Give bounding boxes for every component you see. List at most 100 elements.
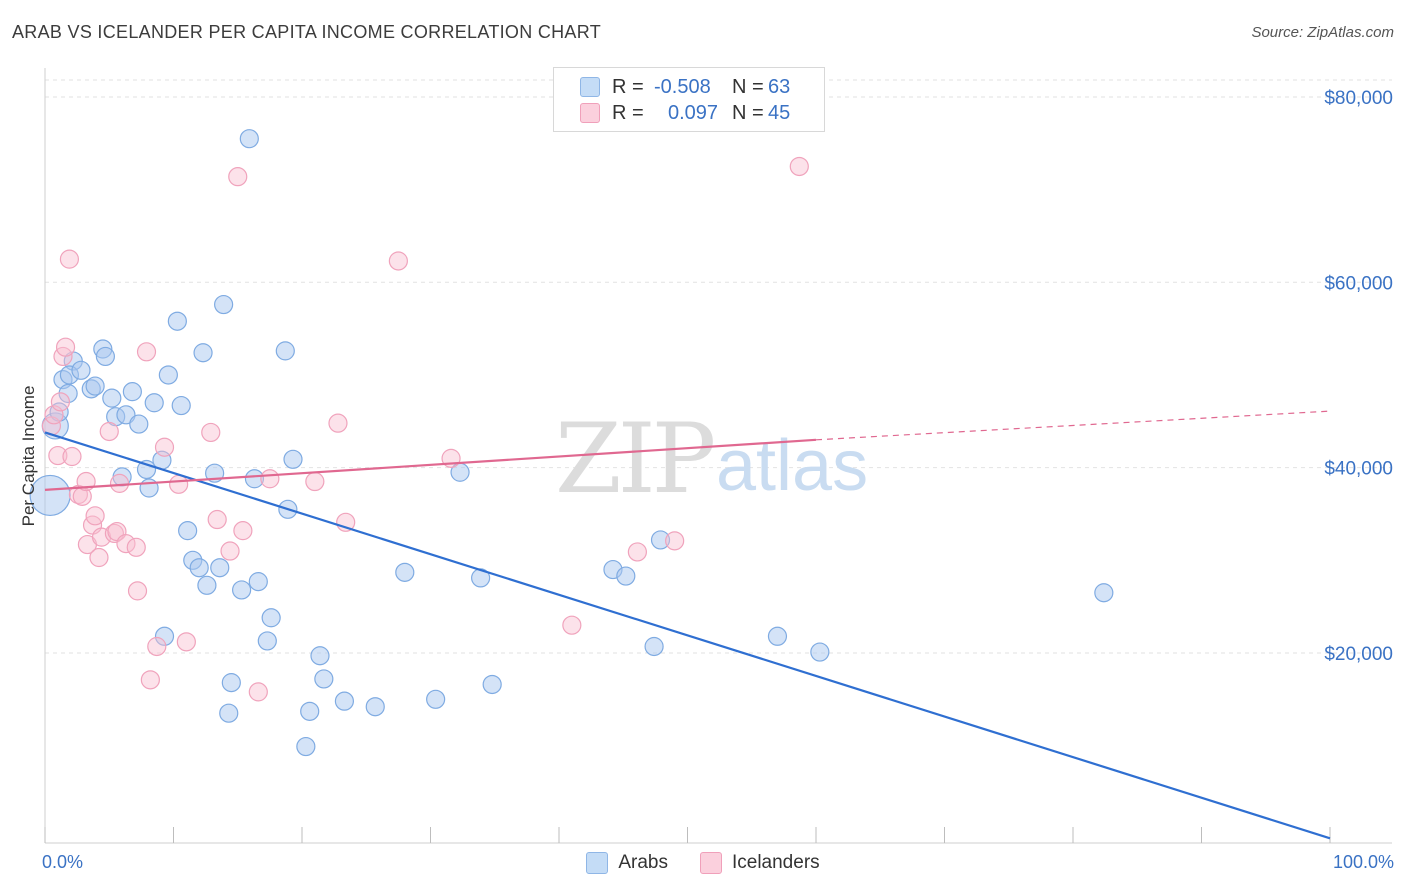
legend-label-arabs: Arabs: [618, 852, 668, 873]
point-arabs: [334, 691, 355, 711]
point-arabs: [365, 697, 385, 717]
correlation-legend: R = -0.508 N = 63 R = 0.097 N = 45: [553, 67, 825, 132]
point-arabs: [314, 669, 334, 689]
point-icelanders: [85, 506, 105, 526]
point-arabs: [310, 646, 330, 666]
point-icelanders: [665, 531, 685, 551]
point-arabs: [178, 521, 198, 541]
y-tick-label: $20,000: [1324, 644, 1393, 665]
point-arabs: [616, 566, 636, 586]
point-icelanders: [136, 342, 157, 362]
legend-item-arabs: Arabs: [586, 852, 668, 874]
trend-lines: [44, 410, 1331, 840]
legend-item-icelanders: Icelanders: [699, 852, 820, 874]
point-arabs: [95, 346, 115, 367]
point-arabs: [244, 469, 265, 489]
point-arabs: [29, 474, 71, 517]
point-arabs: [102, 388, 122, 408]
point-arabs: [810, 642, 830, 662]
point-arabs: [71, 360, 91, 380]
legend-r-label: R =: [612, 75, 644, 98]
series-legend: Arabs Icelanders: [0, 852, 1406, 874]
point-icelanders: [50, 392, 71, 412]
point-icelanders: [207, 509, 227, 530]
point-arabs: [395, 562, 415, 582]
legend-row-icelanders: R = 0.097 N = 45: [580, 101, 790, 125]
legend-swatch-icelanders: [580, 103, 600, 123]
source-label: Source: ZipAtlas.com: [1251, 24, 1394, 41]
point-arabs: [257, 631, 277, 651]
point-arabs: [85, 376, 105, 396]
point-icelanders: [176, 632, 196, 652]
point-icelanders: [127, 581, 148, 601]
point-icelanders: [116, 534, 136, 554]
legend-swatch-icelanders: [699, 852, 722, 874]
point-icelanders: [228, 167, 248, 187]
point-arabs: [283, 449, 303, 469]
point-icelanders: [201, 422, 221, 443]
x-tick-label-max: 100.0%: [1332, 852, 1394, 872]
legend-swatch-arabs: [586, 852, 609, 874]
point-icelanders: [233, 521, 253, 541]
point-icelanders: [55, 337, 76, 357]
point-icelanders: [59, 249, 80, 269]
point-arabs: [296, 736, 316, 757]
point-icelanders: [220, 541, 240, 561]
point-icelanders: [140, 670, 160, 690]
legend-n-label: N =: [732, 101, 764, 124]
legend-swatch-arabs: [580, 77, 600, 97]
y-tick-label: $80,000: [1324, 88, 1393, 109]
point-arabs: [767, 626, 788, 646]
legend-label-icelanders: Icelanders: [731, 852, 820, 873]
point-arabs: [129, 414, 149, 434]
point-icelanders: [154, 437, 175, 457]
x-tick-label-min: 0.0%: [42, 852, 84, 872]
point-icelanders: [48, 445, 68, 466]
watermark-atlas: atlas: [716, 426, 868, 506]
point-arabs: [214, 294, 234, 315]
point-arabs: [219, 703, 239, 723]
y-tick-label: $60,000: [1324, 273, 1393, 294]
legend-n-value: 63: [768, 75, 791, 98]
legend-n-value: 45: [768, 101, 791, 124]
series-arabs: [29, 129, 1114, 757]
point-arabs: [232, 580, 252, 600]
point-arabs: [650, 530, 671, 550]
point-icelanders: [627, 542, 647, 562]
y-tick-labels: $20,000 $40,000 $60,000 $80,000: [1324, 88, 1393, 665]
watermark: ZIP atlas: [555, 403, 868, 515]
point-arabs: [158, 365, 178, 385]
point-icelanders: [62, 446, 82, 467]
point-icelanders: [147, 636, 167, 657]
point-icelanders: [388, 251, 408, 271]
watermark-zip: ZIP: [555, 403, 714, 515]
point-arabs: [189, 558, 209, 578]
point-arabs: [482, 674, 502, 695]
point-arabs: [275, 341, 295, 361]
point-arabs: [154, 626, 175, 646]
point-arabs: [193, 343, 213, 363]
legend-r-value: -0.508: [654, 75, 711, 98]
point-arabs: [300, 701, 320, 721]
y-axis-label: Per Capita Income: [19, 386, 38, 527]
y-tick-label: $40,000: [1324, 459, 1393, 480]
point-arabs: [1094, 583, 1114, 603]
trend-line-arabs: [44, 431, 1331, 840]
trend-line-icelanders-extension: [815, 410, 1331, 441]
point-icelanders: [109, 473, 130, 493]
point-arabs: [426, 689, 446, 709]
legend-row-arabs: R = -0.508 N = 63: [580, 75, 790, 99]
point-arabs: [210, 558, 230, 578]
point-arabs: [239, 129, 259, 149]
point-icelanders: [169, 474, 189, 494]
trend-line-icelanders: [44, 438, 817, 491]
legend-n-label: N =: [732, 75, 764, 98]
series-icelanders: [41, 156, 809, 702]
point-icelanders: [248, 682, 268, 702]
point-arabs: [167, 311, 187, 331]
point-icelanders: [328, 413, 348, 433]
legend-r-value: 0.097: [668, 101, 719, 124]
point-icelanders: [562, 615, 582, 635]
axes: [44, 68, 1392, 844]
